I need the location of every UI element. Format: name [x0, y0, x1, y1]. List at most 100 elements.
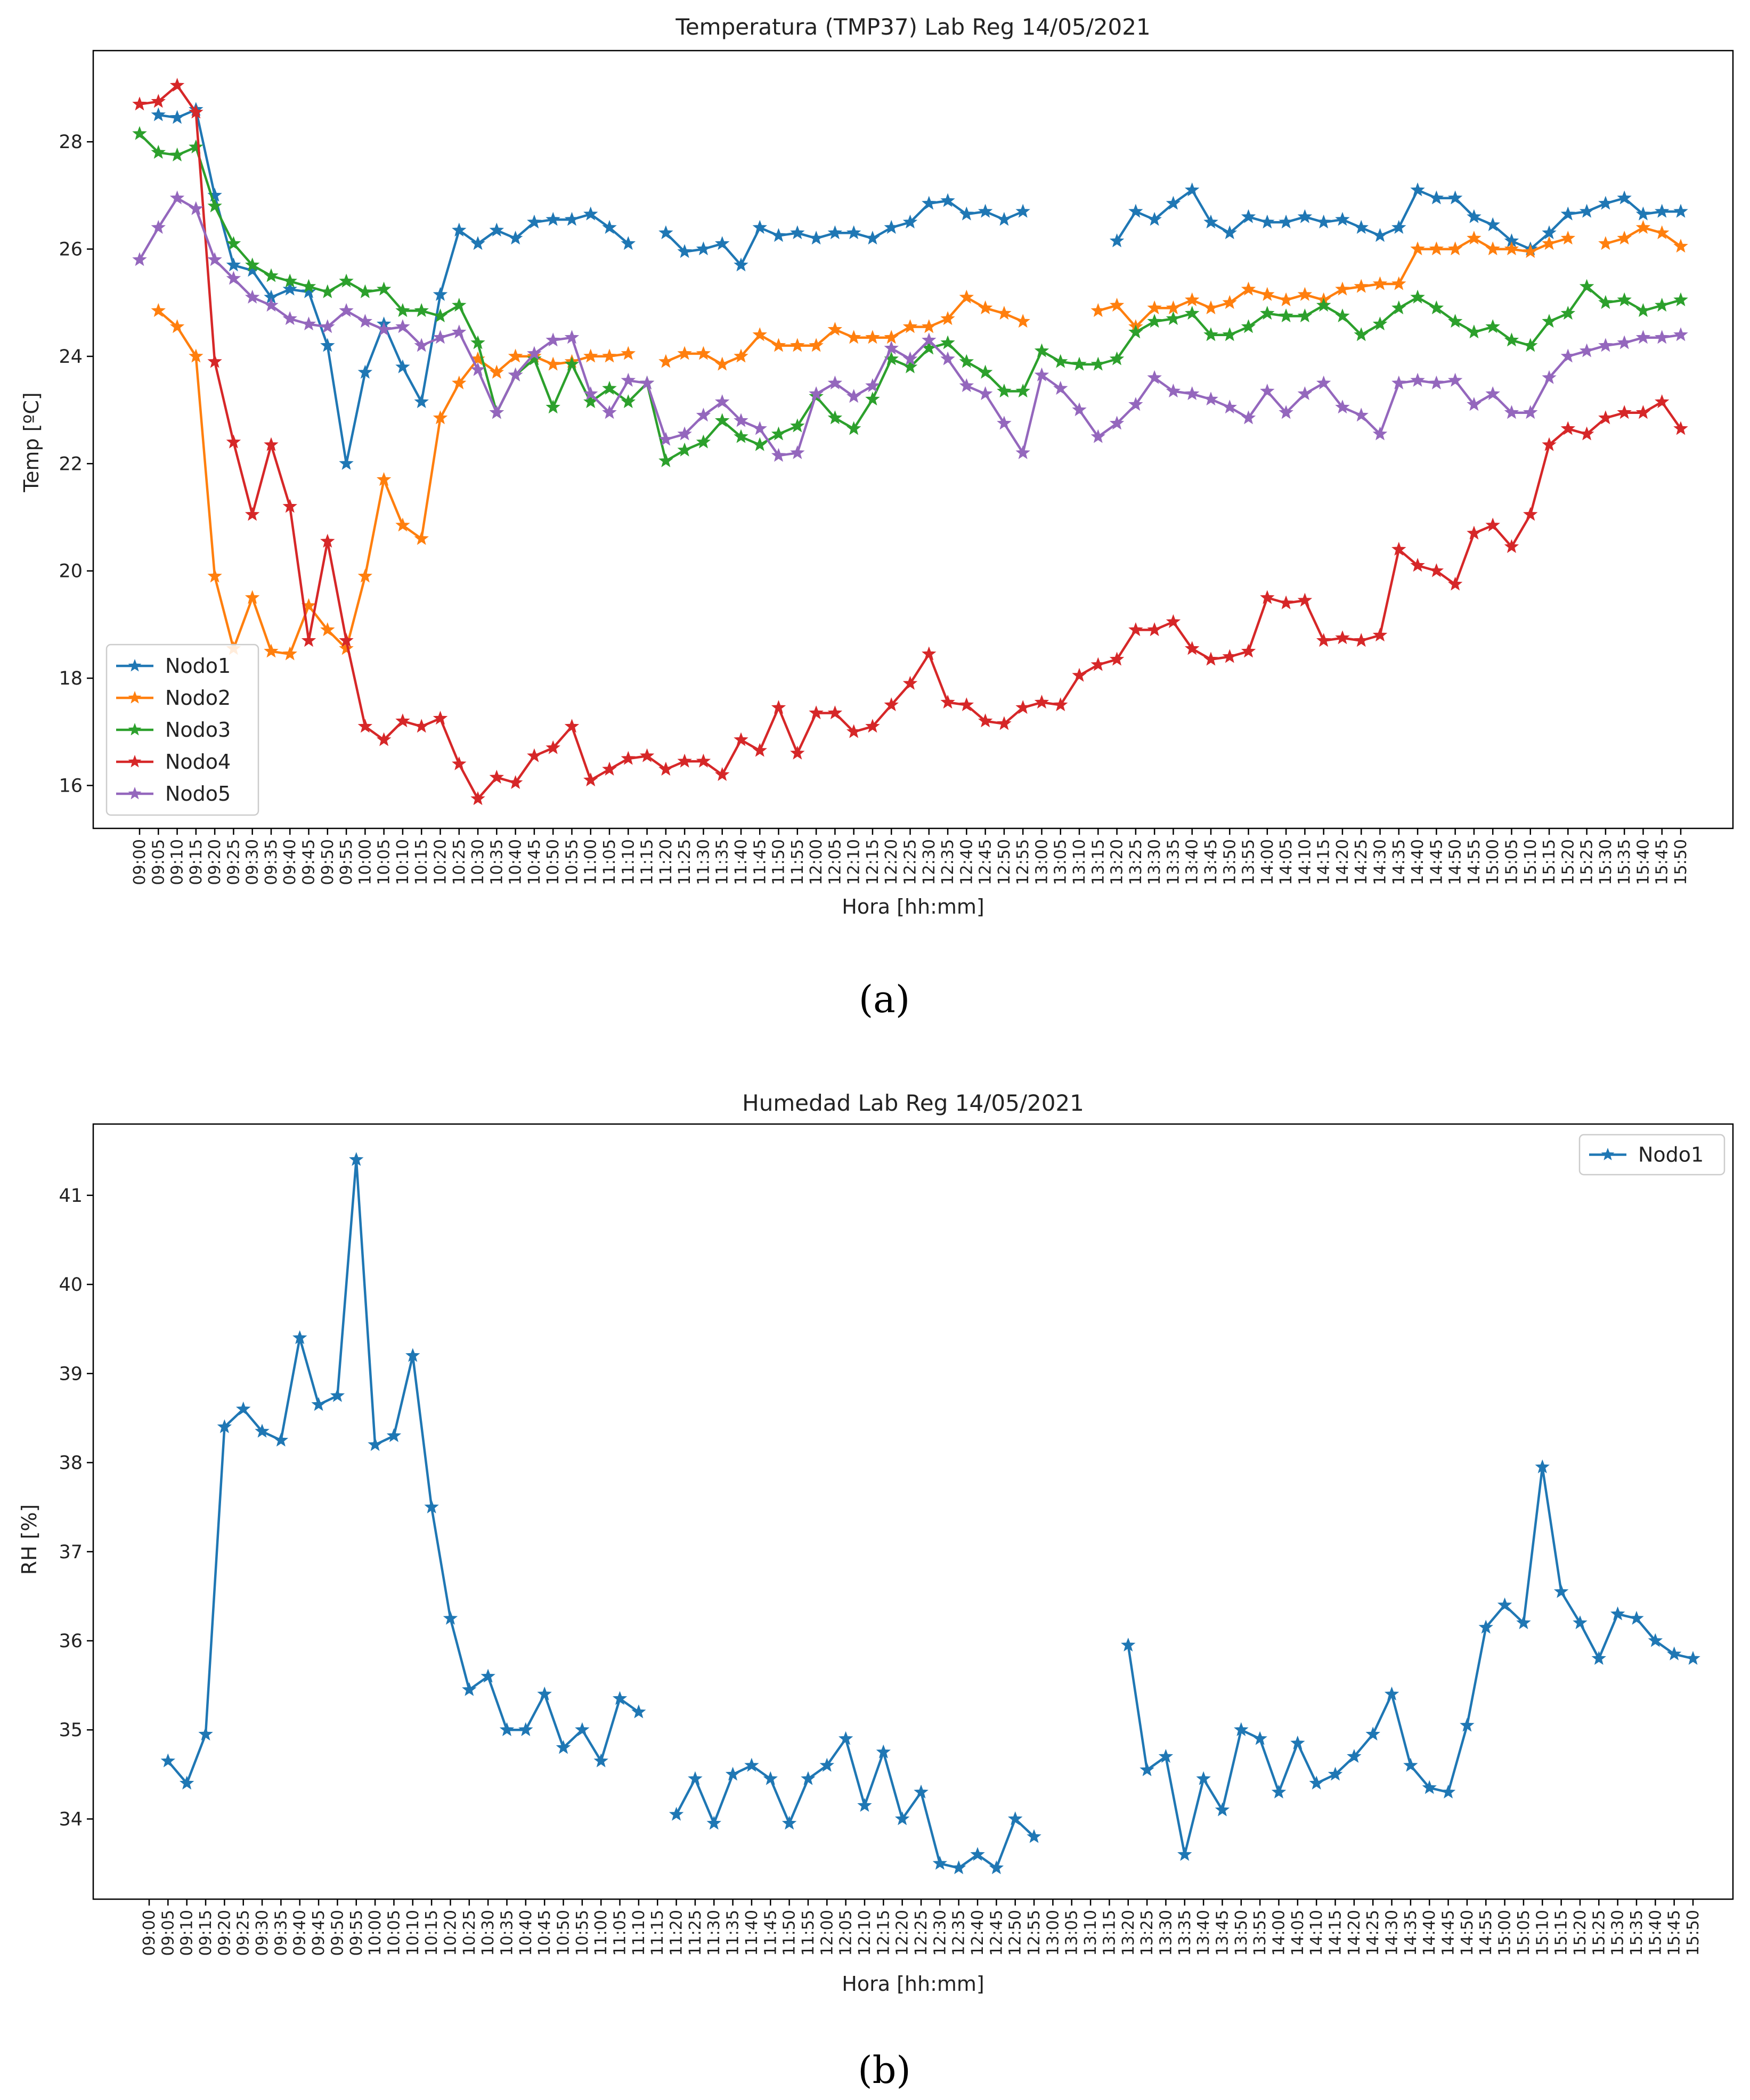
x-tick-label: 09:55 [347, 1910, 366, 1956]
data-point [264, 644, 279, 658]
y-tick-label: 40 [59, 1274, 83, 1296]
data-point [865, 378, 880, 392]
data-point [876, 1744, 891, 1759]
data-point [264, 297, 279, 312]
data-point [226, 434, 241, 449]
data-point [508, 348, 523, 363]
legend-box [1578, 1134, 1725, 1176]
data-point [169, 319, 185, 333]
data-point [1222, 225, 1237, 240]
data-point [282, 281, 297, 296]
data-point [1279, 292, 1293, 306]
data-point [978, 204, 993, 218]
data-point [602, 405, 617, 419]
x-tick-label: 15:35 [1627, 1910, 1646, 1956]
data-point [997, 211, 1012, 226]
data-point [621, 751, 636, 765]
data-point [282, 311, 297, 325]
data-point [376, 472, 392, 486]
data-point [1354, 279, 1369, 293]
data-point [1027, 1829, 1041, 1843]
data-point [470, 791, 485, 805]
data-point [151, 94, 166, 108]
x-tick-label: 09:55 [337, 839, 356, 885]
x-tick-label: 11:05 [611, 1910, 630, 1956]
data-point [639, 375, 655, 389]
data-point [1429, 190, 1444, 205]
data-point [612, 1691, 628, 1705]
data-point [714, 356, 730, 371]
x-tick-label: 09:25 [224, 839, 243, 885]
data-point [245, 257, 260, 272]
data-point [282, 273, 297, 288]
x-tick-label: 11:55 [788, 839, 807, 885]
data-point [1422, 1780, 1437, 1794]
data-point [546, 332, 560, 347]
x-tick-label: 14:50 [1446, 839, 1465, 885]
data-point [978, 386, 993, 401]
x-tick-label: 13:15 [1089, 839, 1108, 885]
data-point [1290, 1735, 1305, 1749]
data-point [1109, 652, 1125, 666]
series-nodo5 [132, 190, 1688, 462]
data-point [1598, 236, 1613, 250]
data-point [621, 394, 636, 409]
data-point [1147, 314, 1162, 328]
x-tick-label: 13:45 [1202, 839, 1220, 885]
data-point [752, 743, 767, 757]
data-point [771, 447, 786, 462]
data-point [470, 236, 485, 250]
x-tick-label: 12:55 [1014, 839, 1032, 885]
data-point [846, 225, 861, 240]
data-point [1241, 319, 1256, 333]
data-point [1166, 614, 1181, 629]
data-point [809, 705, 824, 720]
data-point [1053, 380, 1068, 395]
x-tick-label: 09:30 [253, 1910, 272, 1956]
data-point [1635, 405, 1651, 419]
data-point [1629, 1610, 1644, 1625]
data-point [226, 257, 241, 272]
data-point [1072, 356, 1087, 371]
x-tick-label: 15:30 [1609, 1910, 1627, 1956]
x-tick-label: 12:55 [1025, 1910, 1044, 1956]
data-point [1429, 563, 1444, 577]
data-point [602, 761, 617, 776]
data-point [1260, 383, 1275, 398]
data-point [508, 775, 523, 789]
data-point [1184, 386, 1200, 401]
data-point [857, 1797, 872, 1812]
data-point [339, 633, 354, 647]
data-point [714, 236, 730, 250]
data-point [997, 716, 1012, 730]
x-tick-label: 10:15 [422, 1910, 441, 1956]
data-point [959, 289, 974, 304]
data-point [1504, 241, 1519, 256]
data-point [179, 1776, 194, 1790]
data-point [922, 196, 937, 210]
data-point [959, 697, 974, 712]
humidity-x-axis-label: Hora [hh:mm] [842, 1972, 984, 1996]
data-point [1560, 421, 1576, 435]
x-tick-label: 14:10 [1307, 1910, 1326, 1956]
data-point [1372, 276, 1388, 290]
data-point [1090, 356, 1106, 371]
data-point [1090, 303, 1106, 318]
data-point [207, 198, 222, 213]
data-point [922, 319, 937, 333]
data-point [132, 126, 147, 140]
data-point [443, 1610, 458, 1625]
data-point [1234, 1722, 1249, 1736]
x-tick-label: 11:40 [743, 1910, 761, 1956]
x-tick-label: 15:00 [1496, 1910, 1515, 1956]
data-point [301, 633, 316, 647]
data-point [1328, 1767, 1343, 1781]
data-point [846, 724, 861, 738]
data-point [1429, 375, 1444, 389]
data-point [902, 214, 918, 229]
data-point [809, 386, 824, 401]
x-tick-label: 11:30 [705, 1910, 723, 1956]
data-point [320, 533, 335, 548]
data-point [301, 284, 316, 298]
x-tick-label: 15:45 [1665, 1910, 1684, 1956]
